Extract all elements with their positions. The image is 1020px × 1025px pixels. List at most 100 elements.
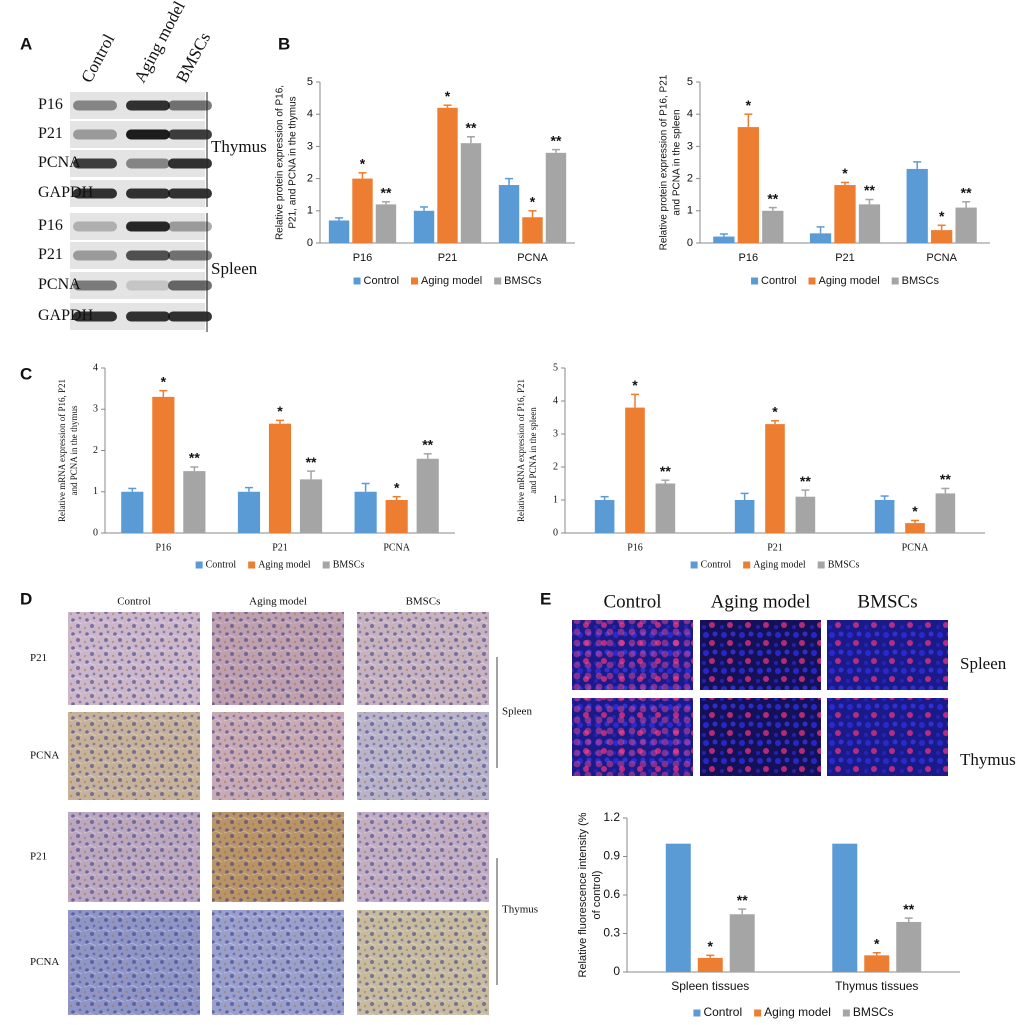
y-axis-label: Relative mRNA expression of P16, P21: [57, 379, 67, 522]
error-bar: [768, 206, 777, 211]
blot-group-label: Spleen: [211, 259, 258, 278]
error-bar: [865, 198, 874, 205]
legend-swatch: [195, 561, 203, 569]
legend-label: Control: [701, 559, 732, 570]
x-tick-label: P21: [272, 542, 288, 553]
error-bar: [466, 135, 475, 144]
error-bar: [128, 487, 137, 492]
ihc-texture: [357, 910, 489, 1015]
blot-band: [126, 250, 170, 261]
y-axis-label: Relative mRNA expression of P16, P21: [516, 379, 526, 522]
x-tick-label: P21: [835, 252, 855, 264]
y-tick-label: 0.3: [603, 926, 620, 940]
legend-swatch: [754, 1009, 762, 1017]
legend: Control Aging model BMSCs: [195, 559, 364, 570]
legend: Control Aging model BMSCs: [690, 559, 859, 570]
if-texture: [572, 698, 693, 776]
error-bar: [420, 206, 429, 211]
y-tick-label: 1: [307, 205, 313, 217]
blot-band: [73, 100, 117, 111]
error-bar: [443, 104, 452, 108]
blot-band: [126, 158, 170, 169]
bar: [935, 493, 956, 533]
significance-marker: **: [306, 454, 317, 470]
error-bar: [307, 470, 316, 480]
blot-band: [126, 221, 170, 232]
blot-band: [73, 221, 117, 232]
bar: [498, 185, 520, 243]
bar: [152, 396, 175, 533]
legend-swatch: [690, 561, 698, 569]
bar: [625, 407, 645, 533]
y-tick-label: 5: [687, 76, 693, 88]
bar: [906, 168, 928, 243]
error-bar: [159, 389, 168, 397]
error-bar: [937, 224, 946, 231]
ihc-texture: [68, 712, 200, 800]
bar: [713, 236, 735, 243]
x-tick-label: P21: [438, 252, 458, 264]
bar: [655, 483, 676, 533]
bar: [299, 479, 323, 533]
ihc-texture: [212, 812, 344, 902]
bar: [896, 921, 922, 972]
legend-label: Aging model: [753, 559, 806, 570]
legend-label: Control: [206, 559, 237, 570]
blot-band: [126, 129, 170, 140]
blot-band: [126, 280, 170, 291]
y-tick-label: 4: [307, 108, 313, 120]
legend-label: BMSCs: [853, 1005, 894, 1019]
bar: [809, 233, 832, 243]
blot-column-label: Control: [77, 31, 118, 86]
error-bar: [528, 210, 537, 218]
if-column-label: Control: [603, 591, 661, 612]
ihc-texture: [212, 712, 344, 800]
legend-swatch: [494, 277, 502, 285]
y-tick-label: 1: [687, 205, 693, 217]
significance-marker: *: [842, 165, 848, 181]
y-tick-label: 0.9: [603, 849, 620, 863]
y-tick-label: 3: [553, 428, 558, 439]
blot-row-label: P16: [38, 96, 63, 113]
bar: [729, 914, 755, 972]
legend-swatch: [743, 561, 751, 569]
y-axis-label: and PCNA in the spleen: [672, 109, 683, 215]
y-axis-label: and PCNA in the thymus: [69, 405, 79, 496]
legend-swatch: [891, 277, 899, 285]
blot-band: [168, 129, 212, 140]
y-tick-label: 1.2: [603, 810, 620, 824]
bar: [354, 491, 377, 533]
bar: [545, 152, 567, 243]
error-bar: [719, 233, 728, 237]
if-texture: [700, 698, 821, 776]
significance-marker: *: [772, 404, 778, 420]
significance-marker: **: [940, 471, 951, 487]
significance-marker: *: [632, 377, 638, 393]
legend: Control Aging model BMSCs: [353, 275, 542, 287]
blot-band: [73, 188, 117, 199]
y-tick-label: 0.6: [603, 887, 620, 901]
bar: [874, 500, 895, 533]
y-tick-label: 2: [93, 445, 98, 456]
legend: Control Aging model BMSCs: [693, 1005, 894, 1019]
significance-marker: *: [708, 938, 714, 954]
significance-marker: *: [746, 97, 752, 113]
x-tick-label: Thymus tissues: [835, 979, 918, 993]
legend-swatch: [322, 561, 330, 569]
error-bar: [880, 495, 889, 500]
y-tick-label: 2: [687, 173, 693, 185]
x-tick-label: P16: [739, 252, 759, 264]
y-tick-label: 0: [613, 964, 620, 978]
significance-marker: *: [939, 208, 945, 224]
ihc-texture: [68, 612, 200, 705]
legend-swatch: [842, 1009, 850, 1017]
significance-marker: **: [551, 132, 562, 148]
blot-band: [73, 129, 117, 140]
y-axis-label: and PCNA in the spleen: [528, 407, 538, 494]
if-column-label: BMSCs: [857, 591, 917, 612]
y-tick-label: 2: [553, 461, 558, 472]
ihc-texture: [357, 812, 489, 902]
x-tick-label: P21: [767, 542, 783, 553]
ihc-texture: [68, 910, 200, 1015]
ihc-row-label: P21: [30, 652, 47, 664]
